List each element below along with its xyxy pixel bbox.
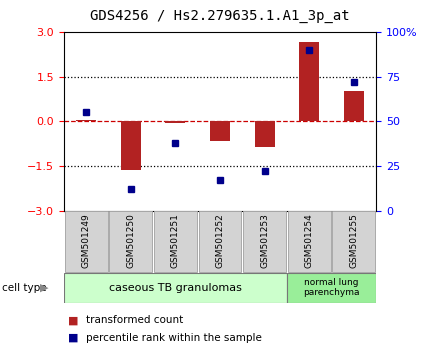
Bar [76, 120, 96, 121]
Text: cell type: cell type [2, 282, 47, 293]
Text: normal lung
parenchyma: normal lung parenchyma [303, 278, 360, 297]
Text: transformed count: transformed count [86, 315, 183, 325]
FancyBboxPatch shape [64, 273, 287, 303]
FancyBboxPatch shape [65, 211, 107, 272]
FancyBboxPatch shape [288, 211, 331, 272]
Text: ▶: ▶ [40, 282, 48, 293]
Bar [210, 121, 230, 141]
Bar [344, 91, 364, 121]
Bar [255, 121, 275, 147]
FancyBboxPatch shape [198, 211, 242, 272]
FancyBboxPatch shape [109, 211, 152, 272]
Text: percentile rank within the sample: percentile rank within the sample [86, 333, 262, 343]
Bar [165, 121, 185, 123]
Text: GSM501252: GSM501252 [216, 213, 224, 268]
FancyBboxPatch shape [287, 273, 376, 303]
Bar [121, 121, 141, 170]
Bar [299, 42, 319, 121]
Text: GSM501254: GSM501254 [305, 213, 314, 268]
Text: ■: ■ [68, 315, 79, 325]
Text: GSM501253: GSM501253 [260, 213, 269, 268]
Text: GSM501251: GSM501251 [171, 213, 180, 268]
Text: ■: ■ [68, 333, 79, 343]
FancyBboxPatch shape [243, 211, 286, 272]
FancyBboxPatch shape [333, 211, 375, 272]
Text: GDS4256 / Hs2.279635.1.A1_3p_at: GDS4256 / Hs2.279635.1.A1_3p_at [90, 9, 350, 23]
Text: caseous TB granulomas: caseous TB granulomas [109, 282, 242, 293]
FancyBboxPatch shape [154, 211, 197, 272]
Text: GSM501249: GSM501249 [81, 213, 91, 268]
Text: GSM501250: GSM501250 [126, 213, 135, 268]
Text: GSM501255: GSM501255 [349, 213, 359, 268]
